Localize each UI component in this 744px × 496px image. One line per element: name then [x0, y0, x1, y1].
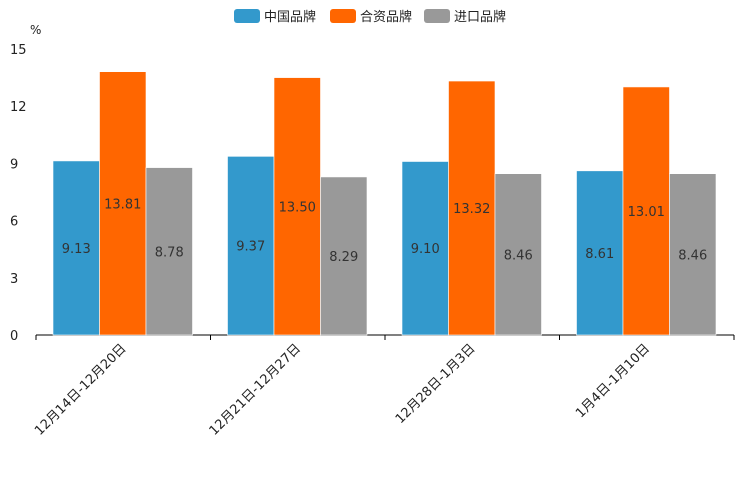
- y-tick-label-0: 0: [10, 329, 18, 344]
- legend-label-2: 合资品牌: [360, 9, 412, 25]
- bar-series-group: 9.13 13.81 8.78 9.37 13.50 8.29 9.10 13.32 8.46 8…: [52, 71, 717, 336]
- value-label-2-3: 13.32: [453, 202, 490, 217]
- value-label-2-2: 13.50: [279, 200, 316, 215]
- value-label-3-1: 8.78: [155, 245, 184, 260]
- y-tick-label-9: 9: [10, 157, 18, 172]
- value-label-1-2: 9.37: [236, 240, 265, 255]
- x-axis: 12月14日-12月20日 12月21日-12月27日 12月28日-1月3日 1月4…: [32, 335, 735, 439]
- value-label-3-3: 8.46: [504, 248, 533, 263]
- bar-3-4: [669, 173, 717, 336]
- bar-1-4: [576, 170, 624, 336]
- bar-2-1: [99, 71, 147, 336]
- x-category-label-3: 12月28日-1月3日: [393, 341, 479, 427]
- legend-swatch-1: [234, 9, 260, 23]
- bar-1-1: [52, 160, 100, 336]
- legend-swatch-3: [424, 9, 450, 23]
- bar-2-3: [448, 80, 496, 336]
- bar-1-2: [227, 156, 275, 336]
- value-label-2-1: 13.81: [104, 197, 141, 212]
- x-category-label-1: 12月14日-12月20日: [32, 341, 129, 438]
- value-label-3-2: 8.29: [329, 250, 358, 265]
- y-tick-label-3: 3: [10, 272, 18, 287]
- y-axis-unit-label: %: [30, 23, 41, 37]
- y-tick-label-15: 15: [10, 43, 27, 58]
- value-label-1-1: 9.13: [62, 242, 91, 257]
- bar-3-1: [145, 167, 193, 336]
- bar-2-2: [273, 77, 321, 336]
- value-label-3-4: 8.46: [678, 248, 707, 263]
- legend-swatch-2: [330, 9, 356, 23]
- y-tick-label-6: 6: [10, 215, 18, 230]
- legend-label-1: 中国品牌: [264, 9, 316, 25]
- bar-1-3: [401, 161, 449, 336]
- bar-3-2: [320, 176, 368, 336]
- chart-legend: 中国品牌 合资品牌 进口品牌: [234, 9, 506, 25]
- x-category-label-2: 12月21日-12月27日: [207, 341, 304, 438]
- value-label-2-4: 13.01: [628, 205, 665, 220]
- bar-3-3: [494, 173, 542, 336]
- legend-label-3: 进口品牌: [454, 9, 506, 25]
- y-tick-label-12: 12: [10, 100, 27, 115]
- value-label-1-4: 8.61: [585, 247, 614, 262]
- value-label-1-3: 9.10: [411, 242, 440, 257]
- x-category-label-4: 1月4日-1月10日: [573, 341, 653, 421]
- bar-2-4: [622, 86, 670, 336]
